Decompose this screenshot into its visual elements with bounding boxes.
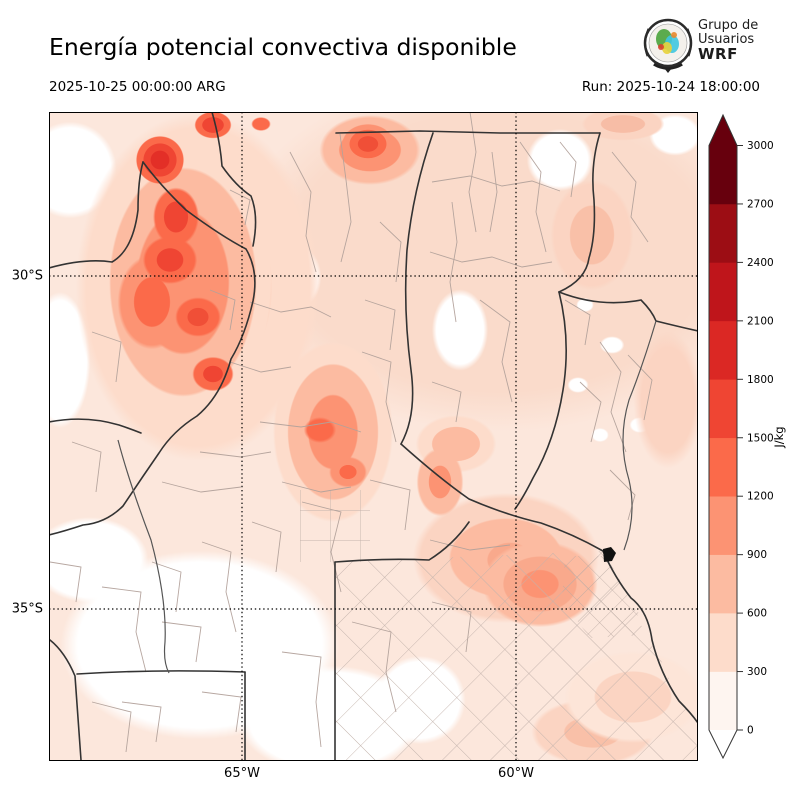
map-overlay — [49, 112, 698, 761]
river-borders — [117, 320, 657, 674]
lon-tick-65w: 65°W — [224, 766, 260, 781]
map-frame — [49, 112, 698, 761]
wrf-users-group-logo: Grupo de Usuarios WRF — [640, 16, 800, 76]
lat-tick-30s: 30°S — [11, 268, 43, 284]
province-borders — [49, 112, 698, 761]
lat-tick-35s: 35°S — [11, 601, 43, 617]
cb-tick-2100: 2100 — [747, 315, 774, 327]
cape-map-panel — [49, 112, 698, 761]
run-time-label: Run: 2025-10-24 18:00:00 — [581, 79, 760, 95]
department-borders — [49, 112, 653, 753]
graticule-gridlines — [49, 112, 698, 761]
colorbar: 3000 2700 2400 2100 1800 1500 1200 900 6… — [708, 113, 786, 760]
cb-tick-3000: 3000 — [747, 140, 774, 152]
cb-tick-2700: 2700 — [747, 199, 774, 211]
page-title: Energía potencial convectiva disponible — [49, 33, 517, 61]
colorbar-unit-label: J/kg — [772, 426, 786, 448]
cb-tick-900: 900 — [747, 549, 767, 561]
buenos-aires-county-grid — [300, 490, 698, 760]
logo-text-line2: Usuarios — [698, 32, 755, 47]
globe-emblem-icon — [643, 18, 693, 73]
logo-text-wrf: WRF — [698, 45, 738, 63]
colorbar-segments — [709, 145, 737, 731]
colorbar-under-arrow — [709, 730, 737, 758]
valid-time-label: 2025-10-25 00:00:00 ARG — [49, 79, 226, 95]
colorbar-over-arrow — [709, 115, 737, 146]
cb-tick-2400: 2400 — [747, 257, 774, 269]
colorbar-tick-labels: 3000 2700 2400 2100 1800 1500 1200 900 6… — [747, 140, 774, 737]
cb-tick-600: 600 — [747, 608, 767, 620]
colorbar-tickmarks — [737, 145, 743, 731]
cb-tick-300: 300 — [747, 666, 767, 678]
cb-tick-1200: 1200 — [747, 491, 774, 503]
cb-tick-0: 0 — [747, 725, 754, 737]
logo-text-line1: Grupo de — [698, 18, 759, 33]
lon-tick-60w: 60°W — [498, 766, 534, 781]
cb-tick-1800: 1800 — [747, 374, 774, 386]
cb-tick-1500: 1500 — [747, 432, 774, 444]
buenos-aires-city-mark — [603, 547, 616, 562]
